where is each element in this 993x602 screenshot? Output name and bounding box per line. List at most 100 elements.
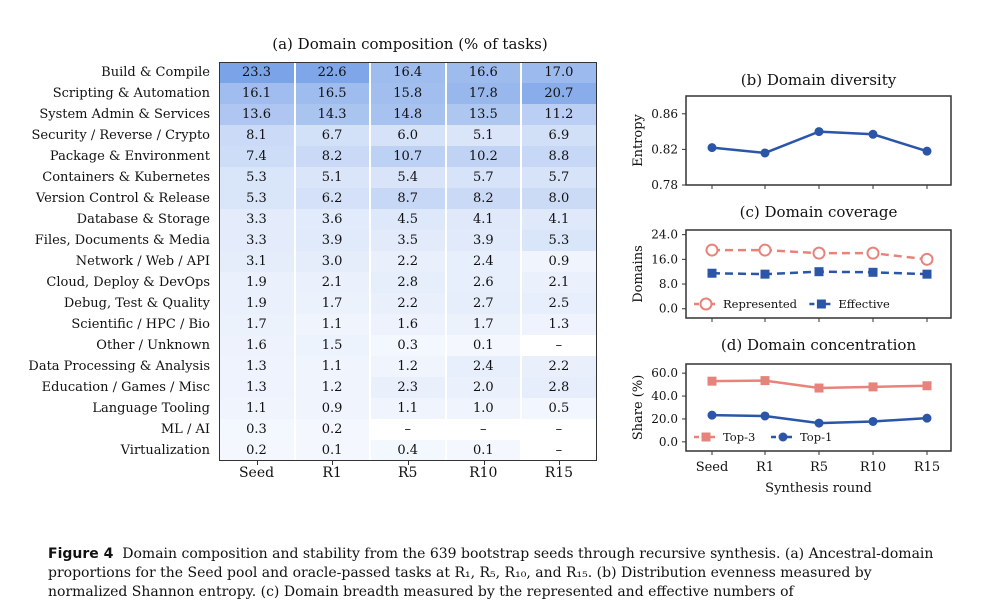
heatmap-column-tick — [408, 461, 409, 465]
heatmap-column-tick — [256, 461, 258, 465]
data-point — [922, 413, 932, 423]
data-point — [758, 243, 772, 257]
x-tick-label: R5 — [810, 460, 828, 475]
legend-label: Top-3 — [723, 430, 755, 444]
panel-title: (c) Domain coverage — [740, 203, 898, 221]
heatmap-column-separator — [293, 62, 296, 461]
caption-text: Domain composition and stability from th… — [48, 546, 934, 600]
y-tick-label: 0.86 — [651, 107, 678, 121]
heatmap-cell: 3.1 — [219, 251, 294, 272]
heatmap-cell: 1.1 — [219, 398, 294, 419]
x-tick-label: R10 — [860, 460, 886, 475]
heatmap-row-label: Database & Storage — [76, 212, 210, 227]
heatmap-cell: 1.3 — [521, 314, 597, 335]
panel-title: (b) Domain diversity — [741, 71, 897, 89]
heatmap-row-label: Security / Reverse / Crypto — [31, 128, 210, 143]
heatmap-cell: 1.2 — [294, 377, 370, 398]
heatmap-cell: – — [521, 440, 597, 461]
data-point — [707, 376, 717, 386]
heatmap-cell: 10.7 — [370, 146, 446, 167]
data-point — [707, 268, 717, 278]
y-tick-label: 0.0 — [659, 435, 678, 449]
heatmap-column-tick — [559, 461, 561, 465]
heatmap-cell: 5.7 — [521, 167, 597, 188]
heatmap-cell: 2.7 — [445, 293, 521, 314]
data-point — [705, 243, 719, 257]
heatmap-row: Other / Unknown 1.6 1.5 0.3 0.1– — [0, 335, 600, 356]
heatmap-cell: 22.6 — [294, 62, 370, 83]
heatmap-cell: 5.7 — [445, 167, 521, 188]
heatmap-cell: 6.2 — [294, 188, 370, 209]
heatmap-cell: 1.1 — [370, 398, 446, 419]
heatmap-cell: 2.0 — [445, 377, 521, 398]
heatmap-row-label: Other / Unknown — [96, 338, 210, 353]
x-axis-label: Synthesis round — [765, 481, 872, 496]
heatmap-cell: 16.4 — [370, 62, 446, 83]
heatmap-row: Database & Storage 3.3 3.6 4.5 4.1 4.1 — [0, 209, 600, 230]
heatmap-cell: 5.1 — [294, 167, 370, 188]
heatmap-cell: 3.9 — [445, 230, 521, 251]
heatmap-cell: 5.1 — [445, 125, 521, 146]
y-tick-label: 8.0 — [659, 277, 678, 291]
heatmap-cell: 1.9 — [219, 293, 294, 314]
heatmap-row-label: Containers & Kubernetes — [42, 170, 210, 185]
heatmap-row: Build & Compile 23.3 22.6 16.4 16.6 17.0 — [0, 62, 600, 83]
y-tick-label: 0.0 — [659, 302, 678, 316]
heatmap-column-separator — [520, 62, 523, 461]
heatmap-cell: 0.9 — [294, 398, 370, 419]
heatmap-row: Cloud, Deploy & DevOps 1.9 2.1 2.8 2.6 2.1 — [0, 272, 600, 293]
heatmap-cell: 8.7 — [370, 188, 446, 209]
heatmap-cell: 5.3 — [219, 167, 294, 188]
x-tick-label: R1 — [756, 460, 774, 475]
heatmap-cell: 6.9 — [521, 125, 597, 146]
heatmap-cell: 8.0 — [521, 188, 597, 209]
heatmap-cell: 13.6 — [219, 104, 294, 125]
heatmap-row-label: System Admin & Services — [39, 107, 210, 122]
heatmap-column-tick — [483, 461, 485, 465]
heatmap-cell: 3.5 — [370, 230, 446, 251]
data-point — [922, 381, 932, 391]
heatmap-cell: 3.9 — [294, 230, 370, 251]
data-point — [868, 382, 878, 392]
heatmap-row: Network / Web / API 3.1 3.0 2.2 2.4 0.9 — [0, 251, 600, 272]
y-axis-label: Share (%) — [631, 375, 646, 441]
data-point — [868, 129, 878, 139]
heatmap-cell: 8.2 — [445, 188, 521, 209]
heatmap-cell: 16.5 — [294, 83, 370, 104]
heatmap-cell: 5.3 — [521, 230, 597, 251]
heatmap-cell: 2.2 — [370, 251, 446, 272]
heatmap-cell: 0.4 — [370, 440, 446, 461]
data-point — [814, 418, 824, 428]
heatmap-row-label: Scientific / HPC / Bio — [71, 317, 210, 332]
heatmap-row: Files, Documents & Media 3.3 3.9 3.5 3.9 5.3 — [0, 230, 600, 251]
heatmap-cell: 1.7 — [294, 293, 370, 314]
legend-label: Effective — [838, 297, 890, 311]
heatmap-cell: 2.2 — [521, 356, 597, 377]
y-tick-label: 20.0 — [651, 412, 678, 426]
heatmap-cell: 17.0 — [521, 62, 597, 83]
heatmap-column-separator — [369, 62, 372, 461]
heatmap-cell: 6.0 — [370, 125, 446, 146]
heatmap-cell: 2.1 — [521, 272, 597, 293]
heatmap-row: Package & Environment 7.4 8.2 10.7 10.2 8.8 — [0, 146, 600, 167]
heatmap-column-separator — [444, 62, 447, 461]
line-panels: (b) Domain diversity 0.78 0.82 0.86 Entropy (… — [631, 71, 952, 496]
heatmap-column-label: Seed — [238, 465, 275, 481]
heatmap-cell: 13.5 — [445, 104, 521, 125]
heatmap-cell: 1.3 — [219, 377, 294, 398]
heatmap-cell: – — [370, 419, 446, 440]
heatmap-column-label: R10 — [469, 465, 498, 481]
y-tick-label: 60.0 — [651, 366, 678, 380]
heatmap-cell: 3.6 — [294, 209, 370, 230]
heatmap-row-label: Education / Games / Misc — [41, 380, 210, 395]
heatmap-row: System Admin & Services 13.6 14.3 14.8 13.5 1… — [0, 104, 600, 125]
heatmap-row: Language Tooling 1.1 0.9 1.1 1.0 0.5 — [0, 398, 600, 419]
heatmap-cell: 3.3 — [219, 230, 294, 251]
data-point — [814, 267, 824, 277]
heatmap-cell: 20.7 — [521, 83, 597, 104]
heatmap-cell: 17.8 — [445, 83, 521, 104]
heatmap-cell: 14.8 — [370, 104, 446, 125]
heatmap-cell: 4.1 — [521, 209, 597, 230]
data-point — [868, 267, 878, 277]
heatmap-cell: 0.3 — [219, 419, 294, 440]
